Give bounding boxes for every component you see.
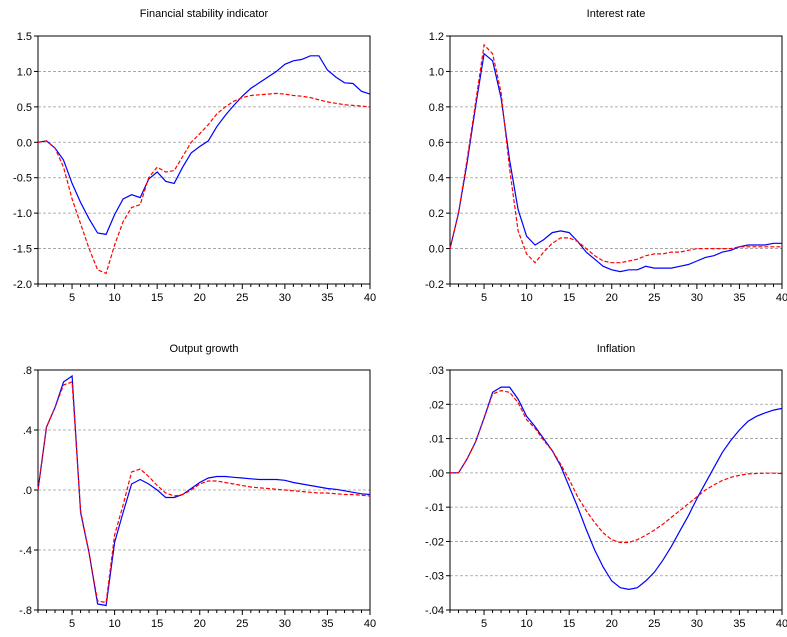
chart-panel-1: Financial stability indicator 1.5 1.0 0.5 0.… [13, 8, 376, 304]
x-tick-label: 40 [364, 292, 376, 304]
x-tick-label: 10 [108, 292, 120, 304]
y-tick-label: .03 [429, 365, 444, 377]
x-tick-label: 25 [236, 292, 248, 304]
y-tick-label: .8 [23, 365, 32, 377]
x-tick-label: 40 [776, 618, 787, 630]
y-tick-label: 0.0 [17, 137, 32, 149]
y-tick-label: 1.0 [17, 66, 32, 78]
y-tick-label: 0.4 [429, 173, 444, 185]
y-tick-label: 0.8 [429, 102, 444, 114]
y-tick-label: -.02 [425, 536, 444, 548]
y-tick-label: -2.0 [13, 279, 32, 291]
series-line-1 [37, 374, 371, 607]
x-tick-label: 15 [151, 618, 163, 630]
y-tick-label: 1.2 [429, 31, 444, 43]
x-tick-label: 30 [691, 618, 703, 630]
y-tick-label: -.01 [425, 502, 444, 514]
x-tick-label: 20 [606, 292, 618, 304]
x-tick-label: 10 [108, 618, 120, 630]
series-line-1 [37, 55, 371, 236]
series-line-2 [450, 389, 783, 544]
x-tick-label: 15 [563, 292, 575, 304]
chart-panel-4: Inflation .03 .02 .01 .00 -.01 -.02 -.03 -.04 5 10… [425, 343, 787, 630]
y-tick-label: .00 [429, 468, 444, 480]
x-tick-label: 5 [69, 292, 75, 304]
x-tick-label: 10 [520, 618, 532, 630]
series-line-1 [450, 386, 783, 591]
x-tick-label: 25 [648, 618, 660, 630]
y-tick-label: -.03 [425, 571, 444, 583]
y-tick-label: .0 [23, 485, 32, 497]
y-tick-label: .02 [429, 399, 444, 411]
chart-panel-3: Output growth .8 .4 .0 -.4 -.8 5 10 15 20 25 30 35 40 [19, 343, 376, 630]
x-tick-label: 30 [279, 618, 291, 630]
series-line-2 [37, 92, 371, 275]
x-tick-label: 40 [364, 618, 376, 630]
x-tick-label: 10 [520, 292, 532, 304]
plot-frame [449, 35, 783, 285]
chart-title: Financial stability indicator [140, 8, 269, 20]
chart-title: Interest rate [587, 8, 646, 20]
x-tick-label: 40 [776, 292, 787, 304]
x-tick-label: 35 [733, 292, 745, 304]
x-tick-label: 25 [648, 292, 660, 304]
x-tick-label: 35 [733, 618, 745, 630]
y-tick-label: -1.5 [13, 244, 32, 256]
plot-frame [37, 35, 371, 285]
x-tick-label: 15 [563, 618, 575, 630]
y-tick-label: 0.5 [17, 102, 32, 114]
chart-title: Inflation [597, 343, 636, 355]
y-tick-label: -1.0 [13, 208, 32, 220]
y-tick-label: 0.6 [429, 137, 444, 149]
y-tick-label: .01 [429, 434, 444, 446]
y-tick-label: -.4 [19, 545, 32, 557]
x-tick-label: 5 [481, 292, 487, 304]
x-tick-label: 35 [321, 618, 333, 630]
x-tick-label: 15 [151, 292, 163, 304]
series-line-2 [449, 43, 782, 264]
chart-title: Output growth [169, 343, 238, 355]
y-tick-label: 0.2 [429, 208, 444, 220]
y-tick-label: 0.0 [429, 244, 444, 256]
x-tick-label: 30 [279, 292, 291, 304]
x-tick-label: 25 [236, 618, 248, 630]
plot-frame [449, 369, 783, 611]
x-tick-label: 20 [606, 618, 618, 630]
x-tick-label: 20 [194, 618, 206, 630]
y-tick-label: 1.0 [429, 66, 444, 78]
series-line-2 [37, 381, 371, 604]
y-tick-label: -0.2 [425, 279, 444, 291]
y-tick-label: 1.5 [17, 31, 32, 43]
x-tick-label: 20 [194, 292, 206, 304]
x-tick-label: 35 [321, 292, 333, 304]
x-tick-label: 5 [69, 618, 75, 630]
y-tick-label: .4 [23, 425, 32, 437]
x-tick-label: 5 [481, 618, 487, 630]
x-tick-label: 30 [691, 292, 703, 304]
y-tick-label: -.04 [425, 605, 444, 617]
chart-panel-2: Interest rate 1.2 1.0 0.8 0.6 0.4 0.2 0.0 -0.2 5 1… [425, 8, 787, 304]
y-tick-label: -0.5 [13, 173, 32, 185]
y-tick-label: -.8 [19, 605, 32, 617]
